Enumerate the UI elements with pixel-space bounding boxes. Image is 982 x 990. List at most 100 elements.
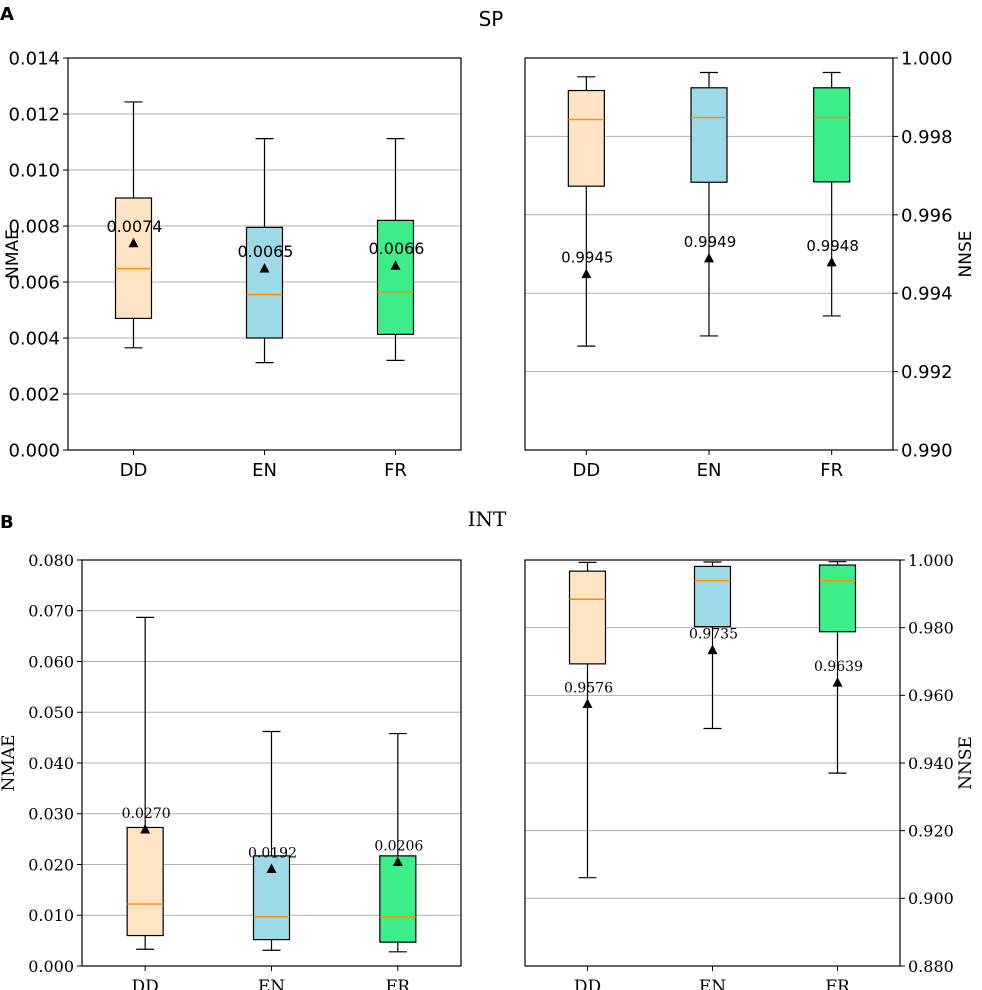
- mean-label: 0.9735: [689, 627, 738, 643]
- mean-label: 0.0192: [248, 846, 297, 862]
- mean-marker: [140, 823, 151, 834]
- int-nnse-ylabel: NNSE: [956, 736, 976, 790]
- int-nnse-ytick-label: 0.960: [908, 686, 954, 705]
- mean-label: 0.9639: [814, 659, 863, 675]
- int-nmae-ytick-label: 0.060: [28, 652, 74, 671]
- sp-nmae-ylabel: NMAE: [3, 229, 23, 279]
- sp-nmae-frame: [67, 57, 462, 451]
- int-nmae-ytick-label: 0.050: [28, 703, 74, 722]
- mean-label: 0.0066: [369, 239, 425, 258]
- iqr-box: [126, 826, 164, 937]
- int-nmae-ytick-label: 0.040: [28, 754, 74, 773]
- iqr-box: [567, 89, 605, 187]
- mean-label: 0.0270: [122, 806, 171, 822]
- sp-nmae-ytick-label: 0.002: [8, 384, 60, 405]
- int-nnse-ytick-label: 0.880: [908, 957, 954, 976]
- sp-nmae-ytick-label: 0.000: [8, 440, 60, 461]
- chart-int-nmae: 0.000 0.010 0.020 0.030 0.040 0.050 0.060 0.070…: [0, 551, 462, 990]
- iqr-box: [693, 565, 732, 628]
- iqr-box: [690, 87, 728, 183]
- int-nmae-frame: [81, 559, 462, 967]
- sp-nnse-xtick-label: EN: [697, 460, 722, 481]
- mean-label: 0.9948: [806, 237, 859, 255]
- int-nnse-ytick-label: 0.900: [908, 889, 954, 908]
- sp-nnse-ytick-label: 0.994: [901, 284, 953, 305]
- int-nnse-ytick-label: 0.920: [908, 821, 954, 840]
- mean-marker: [392, 856, 403, 866]
- int-nnse-box-dd: 0.9576: [564, 561, 613, 879]
- sp-nmae-box-en: 0.0065: [238, 138, 294, 364]
- sp-nnse-ylabel: NNSE: [956, 231, 976, 278]
- int-nmae-ytick-label: 0.070: [28, 602, 74, 621]
- sp-nmae-ytick-label: 0.006: [8, 272, 60, 293]
- int-nmae-ytick-label: 0.030: [28, 805, 74, 824]
- int-nnse-ytick-label: 0.940: [908, 754, 954, 773]
- iqr-box: [245, 226, 284, 339]
- sp-nnse-ytick-label: 0.998: [901, 127, 953, 148]
- sp-nmae-ytick-label: 0.008: [8, 216, 60, 237]
- sp-nnse-box-en: 0.9949: [684, 71, 737, 337]
- mean-marker: [266, 863, 277, 874]
- mean-marker: [128, 237, 139, 248]
- mean-marker: [259, 263, 270, 273]
- int-nmae-ytick-label: 0.080: [28, 551, 74, 570]
- sp-nmae-ytick-label: 0.004: [8, 328, 60, 349]
- int-nmae-xtick-label: DD: [132, 977, 159, 990]
- sp-nnse-ytick-label: 0.996: [901, 205, 953, 226]
- chart-int-nnse: 0.880 0.900 0.920 0.940 0.960 0.980 1.000 NNSE 0…: [524, 551, 976, 990]
- int-nmae-xtick-label: EN: [258, 977, 285, 990]
- int-nnse-box-en: 0.9735: [689, 561, 738, 730]
- int-nnse-ytick-label: 0.980: [908, 618, 954, 637]
- iqr-box: [818, 564, 857, 633]
- sp-nmae-xtick-label: EN: [252, 460, 277, 481]
- int-nmae-ytick-label: 0.010: [28, 906, 74, 925]
- mean-marker: [390, 260, 401, 270]
- sp-nmae-box-dd: 0.0074: [107, 101, 162, 349]
- int-nnse-box-fr: 0.9639: [814, 561, 863, 774]
- mean-marker: [832, 677, 843, 687]
- panel-a-letter: A: [0, 4, 14, 25]
- iqr-box: [114, 197, 153, 320]
- int-nmae-ytick-label: 0.000: [28, 957, 74, 976]
- mean-marker: [707, 644, 718, 655]
- sp-nmae-xtick-label: DD: [120, 460, 148, 481]
- mean-marker: [704, 252, 714, 263]
- int-nmae-xtick-label: FR: [386, 977, 412, 990]
- sp-nmae-ytick-label: 0.012: [8, 104, 60, 125]
- panel-b-title: INT: [468, 507, 507, 531]
- mean-marker: [826, 256, 837, 267]
- mean-marker: [581, 268, 592, 279]
- iqr-box: [568, 570, 607, 665]
- panel-a-title: SP: [479, 7, 504, 31]
- sp-nnse-box-fr: 0.9948: [806, 71, 859, 317]
- sp-nnse-box-dd: 0.9945: [561, 76, 614, 347]
- panel-b-letter: B: [0, 512, 14, 533]
- mean-label: 0.9949: [684, 233, 737, 251]
- iqr-box: [376, 219, 415, 335]
- sp-nmae-ytick-label: 0.014: [8, 48, 60, 69]
- int-nnse-ytick-label: 1.000: [908, 551, 954, 570]
- int-nmae-box-fr: 0.0206: [374, 732, 423, 953]
- sp-nnse-ytick-label: 0.992: [901, 362, 953, 383]
- int-nmae-box-dd: 0.0270: [122, 616, 171, 950]
- mean-marker: [582, 698, 593, 708]
- sp-nnse-frame: [524, 57, 894, 451]
- sp-nmae-xtick-label: FR: [384, 460, 407, 481]
- int-nnse-xtick-label: DD: [574, 977, 601, 990]
- mean-label: 0.9576: [564, 680, 613, 696]
- int-nnse-frame: [524, 559, 901, 967]
- int-nmae-box-en: 0.0192: [248, 730, 297, 951]
- sp-nnse-xtick-label: DD: [572, 460, 600, 481]
- int-nmae-ytick-label: 0.020: [28, 855, 74, 874]
- iqr-box: [813, 87, 851, 183]
- sp-nmae-box-fr: 0.0066: [369, 138, 425, 361]
- sp-nmae-ytick-label: 0.010: [8, 160, 60, 181]
- chart-sp-nmae: 0.000 0.002 0.004 0.006 0.008 0.010 0.012 0.014…: [3, 48, 462, 481]
- int-nnse-xtick-label: EN: [699, 977, 726, 990]
- iqr-box: [379, 855, 417, 943]
- sp-nnse-ytick-label: 1.000: [901, 48, 953, 69]
- sp-nnse-ytick-label: 0.990: [901, 440, 953, 461]
- mean-label: 0.0065: [238, 242, 294, 261]
- int-nmae-ylabel: NMAE: [0, 735, 19, 792]
